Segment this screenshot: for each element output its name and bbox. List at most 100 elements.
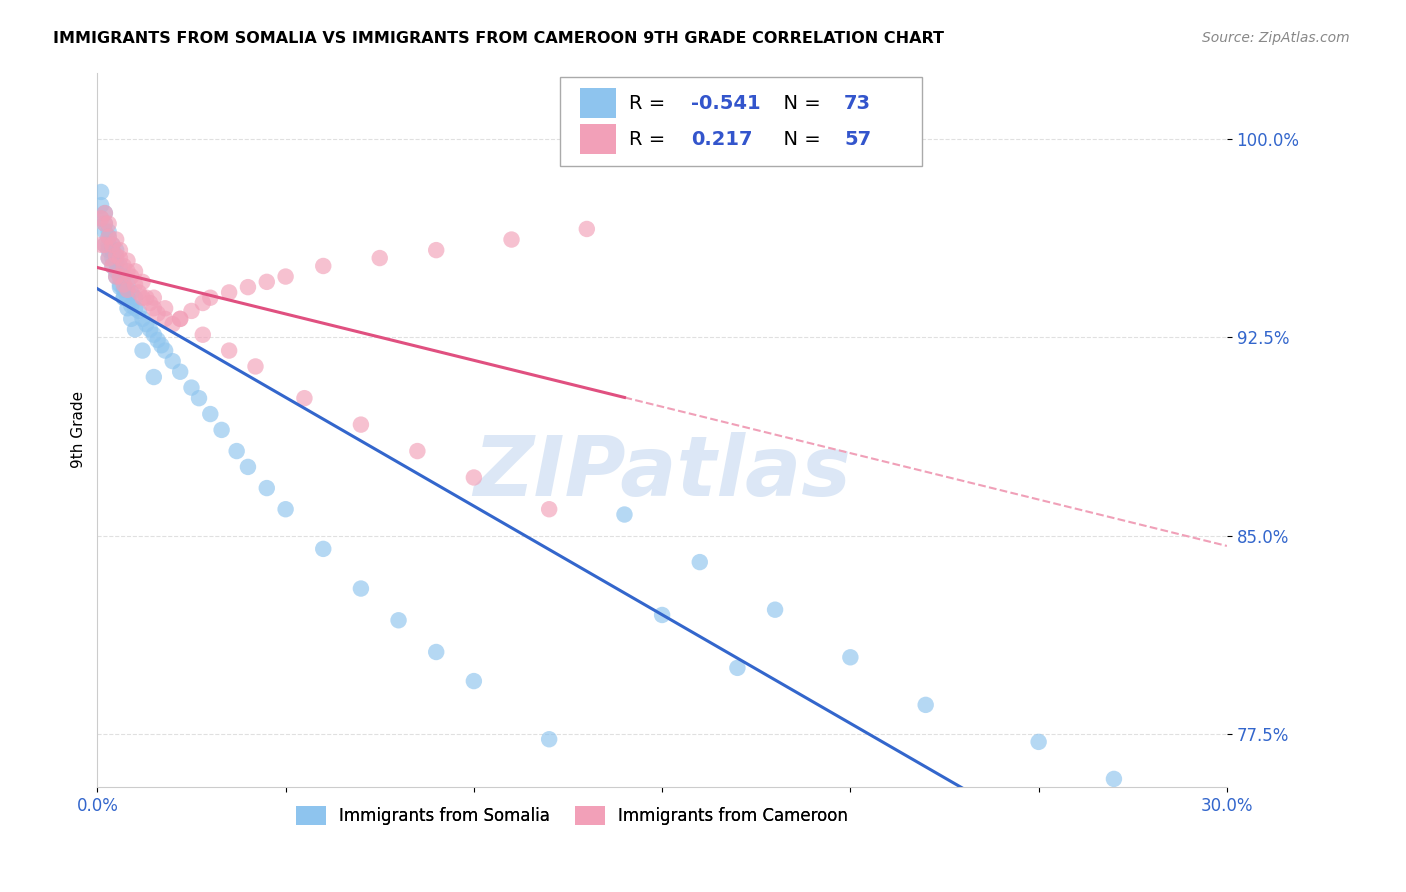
Point [218,343,240,358]
Text: 0.217: 0.217 [692,129,754,149]
Point [651,607,673,622]
Point [575,222,598,236]
FancyBboxPatch shape [579,88,616,118]
Point [105,269,128,284]
Point [131,311,153,326]
Point [112,259,135,273]
Point [146,333,169,347]
Point [101,251,124,265]
Point [463,470,485,484]
Point [90,211,112,226]
Point [117,301,139,316]
Point [1102,772,1125,786]
Point [425,243,447,257]
Point [387,613,409,627]
Point [689,555,711,569]
Point [94,237,117,252]
Point [153,301,176,316]
FancyBboxPatch shape [561,77,922,166]
Point [97,217,120,231]
Point [117,277,139,292]
Point [245,359,267,374]
Point [406,444,429,458]
Point [169,311,191,326]
Point [105,248,128,262]
Point [112,269,135,284]
Point [94,225,117,239]
Point [131,343,153,358]
Point [1028,735,1050,749]
Point [112,283,135,297]
Point [538,732,561,747]
Point [312,541,335,556]
Point [425,645,447,659]
Point [131,275,153,289]
Text: N =: N = [770,129,827,149]
Point [108,251,131,265]
Point [108,269,131,284]
Text: IMMIGRANTS FROM SOMALIA VS IMMIGRANTS FROM CAMEROON 9TH GRADE CORRELATION CHART: IMMIGRANTS FROM SOMALIA VS IMMIGRANTS FR… [53,31,945,46]
Point [350,582,373,596]
FancyBboxPatch shape [579,124,616,154]
Text: ZIPatlas: ZIPatlas [474,433,851,513]
Point [105,264,128,278]
Point [101,237,124,252]
Point [120,299,142,313]
Point [142,301,165,316]
Point [105,243,128,257]
Point [124,322,146,336]
Point [105,233,128,247]
Point [211,423,233,437]
Point [108,277,131,292]
Text: N =: N = [770,94,827,112]
Point [256,481,278,495]
Point [97,251,120,265]
Point [146,307,169,321]
Point [139,322,162,336]
Point [97,230,120,244]
Legend: Immigrants from Somalia, Immigrants from Cameroon: Immigrants from Somalia, Immigrants from… [288,799,855,832]
Point [256,275,278,289]
Point [117,253,139,268]
Text: R =: R = [630,94,672,112]
Y-axis label: 9th Grade: 9th Grade [72,392,86,468]
Point [108,243,131,257]
Point [236,459,259,474]
Point [191,296,214,310]
Text: 57: 57 [844,129,872,149]
Point [112,291,135,305]
Point [153,311,176,326]
Point [135,317,157,331]
Point [236,280,259,294]
Point [180,381,202,395]
Point [112,291,135,305]
Point [142,291,165,305]
Point [725,661,748,675]
Point [120,269,142,284]
Point [613,508,636,522]
Point [200,291,222,305]
Point [274,269,297,284]
Point [180,304,202,318]
Point [312,259,335,273]
Point [94,237,117,252]
Point [200,407,222,421]
Point [135,291,157,305]
Point [169,311,191,326]
Point [501,233,523,247]
Point [153,343,176,358]
Point [350,417,373,432]
Point [274,502,297,516]
Point [97,237,120,252]
Text: -0.541: -0.541 [692,94,761,112]
Point [108,259,131,273]
Point [914,698,936,712]
Point [94,217,117,231]
Point [117,291,139,305]
Point [117,283,139,297]
Point [101,243,124,257]
Point [463,674,485,689]
Point [108,269,131,284]
Point [124,291,146,305]
Point [128,285,150,300]
